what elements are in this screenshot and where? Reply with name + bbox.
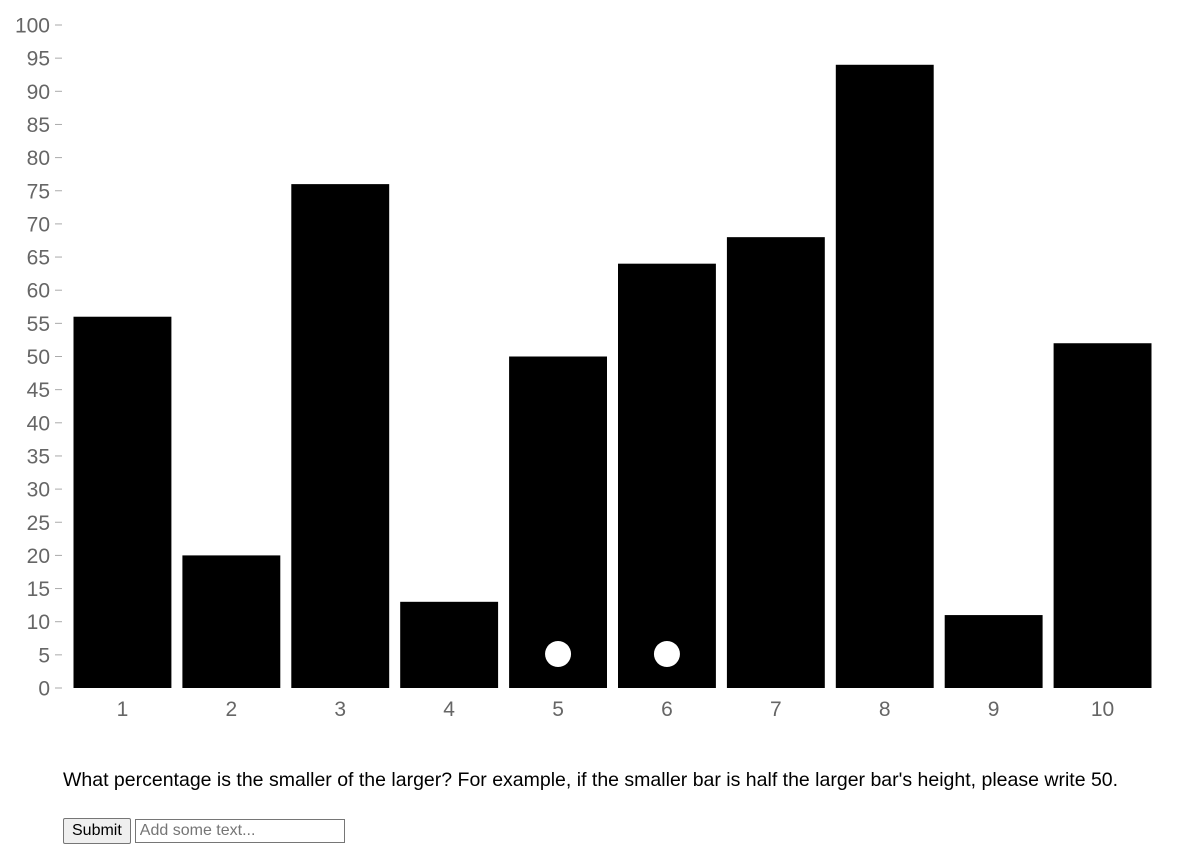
y-tick-label: 95	[27, 48, 50, 71]
x-tick-label: 1	[117, 698, 129, 721]
bar-1	[73, 316, 172, 688]
bars	[73, 64, 1152, 688]
y-tick-label: 50	[27, 346, 50, 369]
x-tick-label: 5	[552, 698, 564, 721]
marker-dot	[653, 641, 680, 667]
x-tick-label: 10	[1091, 698, 1114, 721]
y-tick-label: 15	[27, 578, 50, 601]
y-tick-label: 5	[38, 644, 50, 667]
x-axis: 1 2 3 4 5 6 7 8 9 10	[117, 698, 1115, 721]
x-tick-label: 3	[334, 698, 346, 721]
submit-button[interactable]: Submit	[63, 818, 131, 844]
y-tick-label: 45	[27, 379, 50, 402]
y-tick-label: 25	[27, 512, 50, 535]
y-tick-label: 85	[27, 114, 50, 137]
y-tick-label: 55	[27, 313, 50, 336]
y-tick-label: 60	[27, 280, 50, 303]
y-tick-label: 75	[27, 180, 50, 203]
y-tick-label: 0	[38, 678, 50, 701]
answer-form: Submit	[63, 818, 345, 844]
x-tick-label: 6	[661, 698, 673, 721]
y-tick-label: 10	[27, 611, 50, 634]
bar-6	[618, 263, 716, 688]
y-tick-label: 90	[27, 81, 50, 104]
bar-9	[944, 615, 1043, 688]
y-tick-label: 65	[27, 247, 50, 270]
bar-chart: 0510152025303540455055606570758085909510…	[15, 15, 1152, 721]
x-tick-label: 7	[770, 698, 782, 721]
bar-8	[835, 64, 934, 688]
y-tick-label: 40	[27, 412, 50, 435]
x-tick-label: 2	[226, 698, 238, 721]
bar-4	[400, 601, 499, 688]
x-tick-label: 9	[988, 698, 1000, 721]
y-tick-label: 35	[27, 445, 50, 468]
y-tick-label: 80	[27, 147, 50, 170]
bar-3	[291, 184, 390, 688]
bar-2	[182, 555, 281, 688]
y-tick-label: 100	[15, 15, 50, 38]
bar-10	[1053, 343, 1152, 688]
bar-5	[509, 356, 607, 688]
answer-input[interactable]	[134, 819, 345, 843]
bar-7	[726, 237, 825, 688]
marker-dot	[545, 641, 572, 667]
x-tick-label: 4	[443, 698, 455, 721]
markers	[545, 641, 680, 667]
x-tick-label: 8	[879, 698, 891, 721]
y-axis: 0 5 10 15 20 25 30 35 40 45 50 55 60 65 70 75 80 85 90 95 10…	[15, 15, 62, 701]
question-text: What percentage is the smaller of the la…	[63, 769, 1119, 791]
y-tick-label: 70	[27, 213, 50, 236]
y-tick-label: 30	[27, 479, 50, 502]
y-tick-label: 20	[27, 545, 50, 568]
